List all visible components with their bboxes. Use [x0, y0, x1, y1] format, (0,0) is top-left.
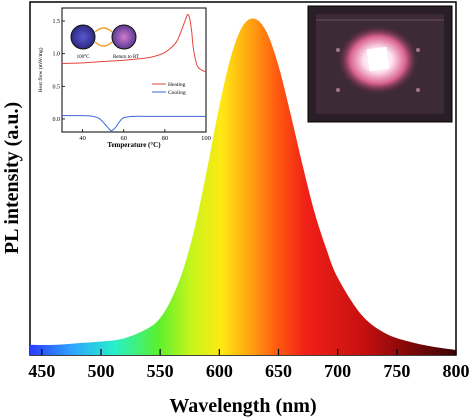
inset-series-group: [61, 13, 207, 132]
inset-x-tick-label: 100: [201, 135, 211, 142]
inset-x-axis-label: Temperature (°C): [107, 141, 161, 149]
sample-photo-rt: [111, 24, 137, 50]
x-tick-label: 450: [28, 361, 55, 381]
inset-y-tick-label: 1.5: [53, 19, 61, 25]
legend-heating-label: Heating: [168, 82, 186, 88]
x-axis-ticks: 450 500 550 600 650 700 750 800: [28, 349, 470, 381]
inset-dsc-plot: 40 60 80 100 0.0 0.5 1.0 1.5 100°C Return to RT…: [37, 7, 211, 149]
inset-legend: Heating Cooling: [152, 82, 186, 96]
inset-y-axis-label: Heat flow (mW/mg): [37, 47, 44, 92]
led-photo: [307, 5, 453, 123]
inset-y-tick-label: 0.5: [53, 84, 61, 90]
board-hole-2: [336, 88, 340, 92]
inset-series-cooling-line: [61, 115, 206, 132]
inset-x-tick-label: 60: [120, 135, 127, 142]
x-axis-label: Wavelength (nm): [169, 395, 316, 417]
x-tick-label: 800: [443, 361, 470, 381]
pl-spectrum-area: [30, 18, 456, 356]
sample-photo-hot: [70, 24, 96, 50]
x-tick-label: 700: [324, 361, 351, 381]
board-hole-4: [416, 88, 420, 92]
annotation-hot: 100°C: [77, 55, 90, 60]
arrow-back-icon: [94, 41, 113, 47]
legend-cooling-label: Cooling: [168, 90, 186, 96]
x-tick-label: 600: [206, 361, 233, 381]
arrow-forward-icon: [94, 27, 113, 33]
inset-series-heating-line: [61, 13, 207, 73]
x-tick-label: 500: [88, 361, 115, 381]
board-hole-1: [336, 48, 340, 52]
x-tick-label: 750: [383, 361, 410, 381]
x-tick-label: 650: [265, 361, 292, 381]
inset-y-tick-label: 0.0: [53, 117, 61, 123]
led-chip: [366, 46, 390, 72]
inset-photos: 100°C Return to RT: [70, 24, 139, 60]
annotation-rt: Return to RT: [113, 55, 139, 60]
inset-x-tick-label: 80: [162, 135, 169, 142]
x-tick-label: 550: [147, 361, 174, 381]
board-hole-3: [416, 48, 420, 52]
inset-y-tick-label: 1.0: [53, 52, 61, 58]
inset-x-tick-label: 40: [79, 135, 86, 142]
inset-axis-ticks: 40 60 80 100 0.0 0.5 1.0 1.5: [53, 19, 211, 142]
y-axis-label: PL intensity (a.u.): [1, 102, 23, 254]
